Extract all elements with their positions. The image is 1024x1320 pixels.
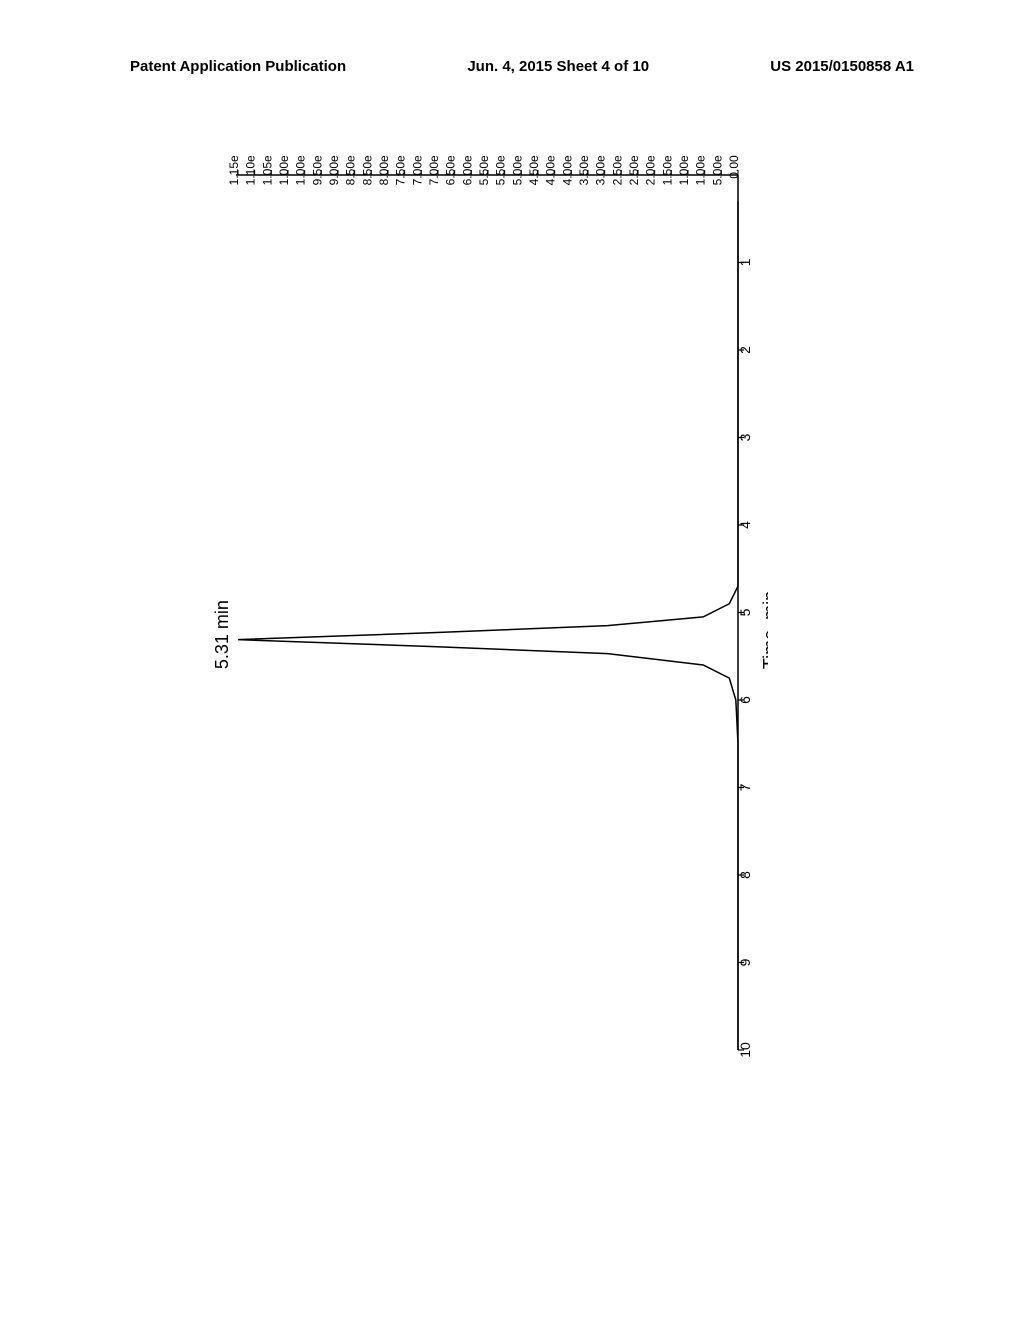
y-tick-label: 1.00e6	[277, 155, 291, 185]
y-tick-label: 1.05e6	[260, 155, 274, 185]
x-tick-label: 7	[737, 783, 753, 791]
x-tick-label: 2	[737, 346, 753, 354]
x-tick-label: 9	[737, 958, 753, 966]
y-tick-label: 8.50e5	[360, 155, 374, 185]
y-tick-label: 4.50e5	[527, 155, 541, 185]
peak-label: 5.31 min	[212, 600, 232, 669]
y-tick-label: 7.00e5	[410, 155, 424, 185]
x-tick-label: 5	[737, 608, 753, 616]
x-tick-label: 8	[737, 871, 753, 879]
header-left: Patent Application Publication	[130, 58, 346, 75]
y-tick-label: 8.50e5	[344, 155, 358, 185]
x-tick-label: 10	[737, 1042, 753, 1058]
header-center: Jun. 4, 2015 Sheet 4 of 10	[467, 58, 649, 75]
y-tick-label: 9.00e5	[327, 155, 341, 185]
y-tick-label: 3.50e5	[577, 155, 591, 185]
y-tick-label: 2.00e5	[644, 155, 658, 185]
y-tick-label: 5.00e4	[710, 155, 724, 185]
y-tick-label: 9.50e5	[310, 155, 324, 185]
y-tick-label: 1.50e5	[660, 155, 674, 185]
y-tick-label: 6.50e5	[444, 155, 458, 185]
y-tick-label: 1.00e6	[294, 155, 308, 185]
x-tick-label: 1	[737, 258, 753, 266]
x-tick-label: 3	[737, 433, 753, 441]
y-tick-label: 1.00e5	[694, 155, 708, 185]
y-tick-label: 5.50e5	[477, 155, 491, 185]
chromatogram-trace	[238, 201, 738, 1050]
y-tick-label: 5.00e5	[510, 155, 524, 185]
y-tick-label: 4.00e5	[544, 155, 558, 185]
y-tick-label: 1.00e5	[677, 155, 691, 185]
y-tick-label: 2.50e5	[627, 155, 641, 185]
x-axis-label: Time, min	[760, 591, 768, 669]
y-tick-label: 6.00e5	[460, 155, 474, 185]
y-tick-label: 4.00e5	[560, 155, 574, 185]
y-tick-label: 0.00	[727, 155, 741, 179]
y-tick-label: 3.00e5	[594, 155, 608, 185]
x-tick-label: 4	[737, 521, 753, 529]
figure-container: 123456789101.15e61.10e61.05e61.00e61.00e…	[178, 155, 768, 1078]
y-tick-label: 5.50e5	[494, 155, 508, 185]
y-tick-label: 2.50e5	[610, 155, 624, 185]
y-tick-label: 1.10e6	[244, 155, 258, 185]
y-tick-label: 8.00e5	[377, 155, 391, 185]
y-tick-label: 7.50e5	[394, 155, 408, 185]
y-tick-label: 7.00e5	[427, 155, 441, 185]
x-tick-label: 6	[737, 696, 753, 704]
chromatogram-chart: 123456789101.15e61.10e61.05e61.00e61.00e…	[178, 155, 768, 1078]
header-right: US 2015/0150858 A1	[770, 58, 914, 75]
y-tick-label: 1.15e6	[227, 155, 241, 185]
page-header: Patent Application Publication Jun. 4, 2…	[0, 58, 1024, 75]
